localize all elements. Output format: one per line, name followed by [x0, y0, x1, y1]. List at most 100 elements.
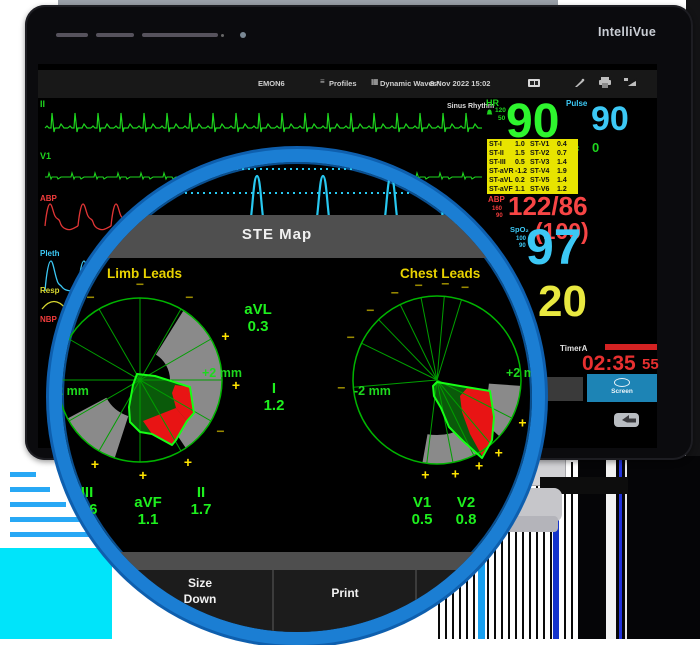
svg-text:−: − [415, 277, 423, 293]
svg-text:−: − [136, 276, 144, 292]
lead-label-avl: aVL 0.3 [244, 301, 272, 336]
background-blue-stripe [553, 462, 559, 639]
menu-bar [38, 70, 657, 98]
lead-label-v1: V1 0.5 [411, 494, 433, 529]
profiles-icon: ≡ [320, 77, 325, 86]
menu-profiles[interactable]: Profiles [329, 79, 357, 88]
st-values-table[interactable]: ST-I 1.0 ST-V1 0.4 ST-II 1.5 ST-V2 0.7 ST-III 0… [487, 139, 578, 194]
chest-leads-radar: +++ ++ −−− − − − − [337, 275, 526, 482]
magnifier-lens: +++ +++ −−− −− [49, 149, 545, 645]
svg-text:+: + [91, 456, 99, 472]
hr-label[interactable]: HR [486, 98, 499, 108]
background-cyan-bar [10, 532, 100, 537]
spo2-value[interactable]: 97 [526, 219, 582, 275]
wave-label-resp[interactable]: Resp [40, 286, 60, 295]
limb-scale-neg: -2 mm [52, 384, 89, 398]
pencil-icon[interactable] [574, 77, 585, 88]
svg-text:+: + [475, 457, 483, 473]
rhythm-status: Sinus Rhythm [447, 103, 495, 110]
screen-key-icon [614, 378, 630, 387]
bed-label[interactable]: EMON6 [258, 79, 285, 88]
ecg-ii-wave [44, 112, 483, 133]
background-cyan-bar [10, 472, 36, 477]
svg-text:+: + [518, 415, 526, 431]
ste-map-title: STE Map [241, 226, 313, 243]
timer-progress-bar [605, 344, 657, 350]
limb-leads-radar: +++ +++ −−− −− [62, 276, 240, 483]
wave-label-pleth[interactable]: Pleth [40, 249, 60, 258]
svg-text:−: − [337, 379, 345, 395]
svg-text:+: + [495, 445, 503, 461]
svg-text:−: − [62, 423, 64, 439]
lead-label-avf: aVF 1.1 [134, 494, 162, 529]
bezel-vent-slot [56, 33, 88, 37]
hr-value[interactable]: 90 [506, 95, 560, 148]
table-row: ST-aVF 1.1 ST-V6 1.2 [489, 186, 567, 193]
chest-scale-pos: +2 mm [506, 366, 545, 380]
svg-text:−: − [216, 423, 224, 439]
timer-time[interactable]: 02:35 [582, 352, 636, 375]
timer-label[interactable]: TimerA [560, 344, 588, 353]
svg-text:+: + [451, 465, 459, 481]
lead-label-iii: III 0.6 [76, 484, 98, 519]
abp-mean: (100) [535, 218, 589, 244]
background-cyan-bar [10, 487, 50, 492]
abp-value[interactable]: 122/86 [508, 191, 588, 221]
abp-limit-high: 160 [492, 206, 503, 212]
bezel-led [221, 34, 224, 37]
printer-icon[interactable] [599, 77, 611, 88]
alarm-silence-icon[interactable] [624, 77, 638, 88]
screen-key-label: Screen [611, 388, 633, 395]
svg-text:−: − [441, 275, 449, 291]
background-blue-line [619, 456, 622, 639]
lead-label-v2: V2 0.8 [455, 494, 477, 529]
wave-label-nbp[interactable]: NBP [40, 315, 57, 324]
svg-text:+: + [184, 454, 192, 470]
pvc-value: 0 [592, 140, 600, 155]
bezel-sensor-dot [240, 32, 246, 38]
brand-logo: IntelliVue [598, 25, 657, 39]
svg-text:−: − [185, 289, 193, 305]
chest-leads-title: Chest Leads [400, 266, 481, 281]
ste-map-titlebar[interactable] [62, 215, 532, 258]
svg-text:+: + [139, 467, 147, 483]
button-divider [415, 570, 417, 632]
timer-seconds: 55 [642, 356, 659, 373]
table-row: ST-II 1.5 ST-V2 0.7 [489, 150, 567, 157]
bezel-vent-slot [142, 33, 218, 37]
ste-separator-bar [62, 552, 532, 570]
lead-label-i: I 1.2 [263, 380, 285, 415]
pulse-value[interactable]: 90 [591, 100, 629, 138]
svg-text:−: − [347, 329, 355, 345]
svg-text:+: + [232, 377, 240, 393]
lead-label-ii: II 1.7 [190, 484, 212, 519]
button-divider [272, 570, 274, 632]
abp-numeric-label[interactable]: ABP [488, 195, 505, 204]
svg-text:+: + [221, 328, 229, 344]
table-row: ST-aVR -1.2 ST-V4 1.9 [489, 168, 567, 175]
background-top-strip [58, 0, 558, 7]
hr-limit-low: 50 [498, 115, 506, 122]
print-button[interactable]: Print [331, 586, 359, 600]
wave-label-ecg-ii[interactable]: II [40, 99, 46, 109]
menu-datetime[interactable]: 8 Nov 2022 15:02 [430, 79, 491, 88]
main-screen-home-icon[interactable] [613, 410, 641, 430]
resp-value[interactable]: 20 [538, 277, 587, 326]
alarm-bell-icon [486, 109, 493, 115]
menu-screen-name[interactable]: Dynamic Waves* [380, 79, 440, 88]
svg-text:−: − [461, 279, 469, 295]
table-row: ST-III 0.5 ST-V3 1.4 [489, 159, 567, 166]
bed-network-icon[interactable] [528, 78, 540, 88]
svg-text:−: − [391, 285, 399, 301]
svg-text:−: − [366, 302, 374, 318]
screen-key-button[interactable]: Screen [587, 374, 657, 402]
wave-label-ecg-v1[interactable]: V1 [40, 151, 52, 161]
chest-scale-neg: -2 mm [354, 384, 391, 398]
pulse-label[interactable]: Pulse [566, 99, 588, 108]
wave-label-abp[interactable]: ABP [40, 194, 57, 203]
table-row: ST-I 1.0 ST-V1 0.4 [489, 141, 567, 148]
size-down-button[interactable]: Size Down [183, 576, 217, 606]
background-white-line [625, 456, 627, 639]
background-white-band [606, 456, 616, 639]
